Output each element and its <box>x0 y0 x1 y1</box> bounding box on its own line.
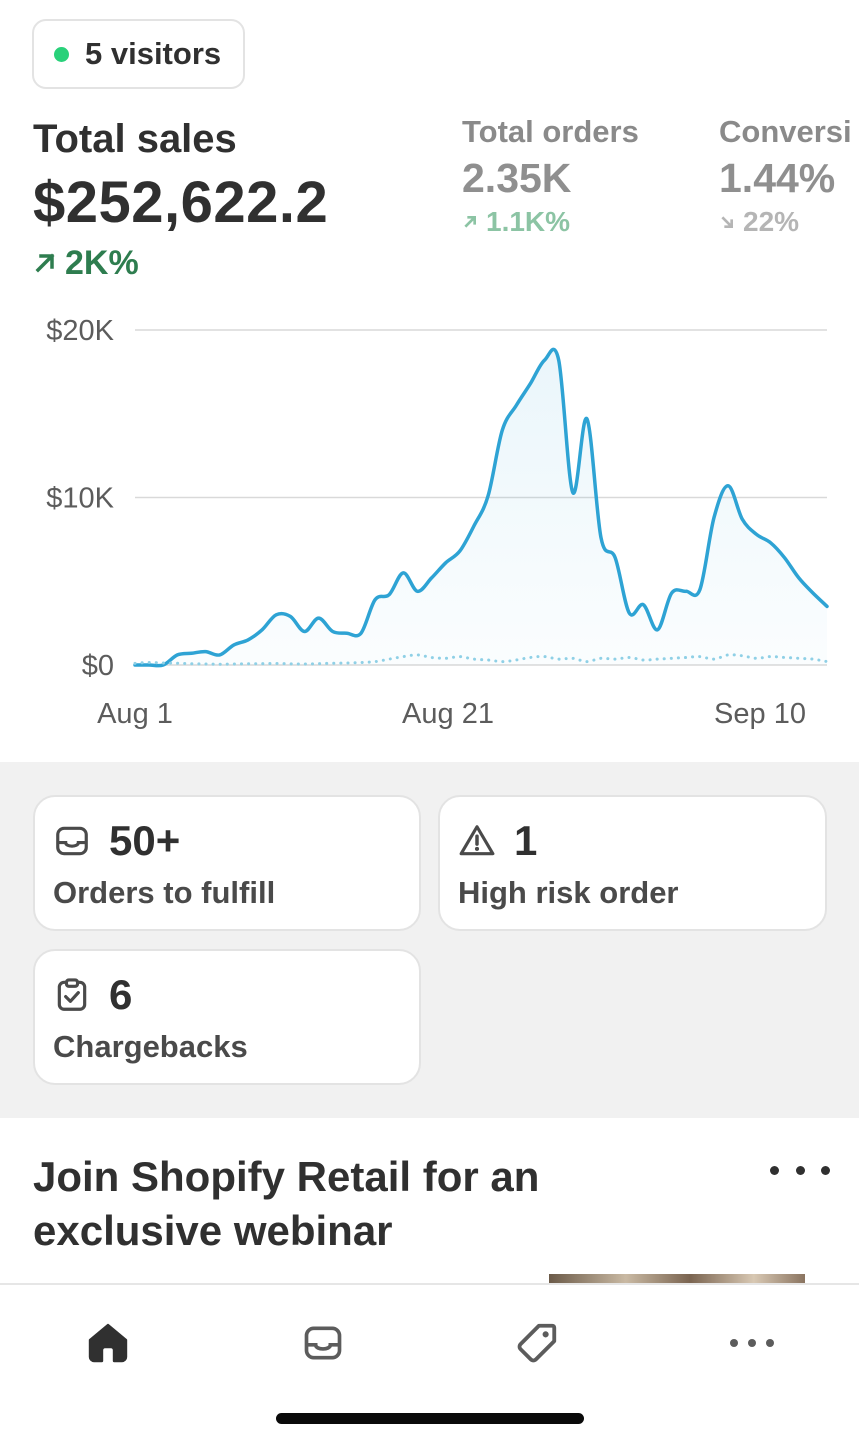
card-count: 1 <box>514 817 538 864</box>
metric-delta: 1.1K% <box>462 204 639 240</box>
metric-conversion[interactable]: Conversi 1.44% 22% <box>719 112 852 240</box>
clipboard-check-icon <box>57 978 87 1011</box>
metric-label: Total sales <box>33 117 237 161</box>
sales-chart[interactable]: $20K $10K $0 Aug 1 Aug 21 Sep 10 <box>0 310 859 750</box>
card-label: High risk order <box>458 875 679 910</box>
metric-total-sales[interactable]: Total sales $252,622.2 2K% <box>33 112 328 286</box>
metric-delta-value: 2K% <box>65 244 139 282</box>
series-area <box>135 349 827 666</box>
high-risk-order-card[interactable]: 1 High risk order <box>438 795 827 931</box>
x-tick-label: Sep 10 <box>714 698 806 730</box>
card-label: Orders to fulfill <box>53 875 276 910</box>
inbox-icon <box>304 1326 342 1360</box>
tab-home[interactable] <box>78 1313 138 1373</box>
sales-series-line <box>133 347 829 668</box>
metric-value: 1.44% <box>719 155 836 201</box>
more-dot <box>748 1339 756 1347</box>
metric-label: Total orders <box>462 114 639 149</box>
live-status-dot <box>54 46 69 62</box>
metric-total-orders[interactable]: Total orders 2.35K 1.1K% <box>462 112 639 240</box>
home-icon <box>88 1323 128 1363</box>
sales-chart-svg: $20K $10K $0 Aug 1 Aug 21 Sep 10 <box>46 315 829 730</box>
more-dot <box>795 1165 805 1175</box>
promo-title: Join Shopify Retail for an exclusive web… <box>33 1153 540 1254</box>
tag-icon <box>517 1323 557 1363</box>
arrow-down-right-icon <box>721 216 733 228</box>
metric-value: $252,622.2 <box>33 170 329 235</box>
card-label: Chargebacks <box>53 1029 248 1064</box>
tab-products[interactable] <box>507 1313 567 1373</box>
visitors-count: 5 visitors <box>85 36 222 71</box>
inbox-icon <box>56 826 88 856</box>
arrow-up-right-icon <box>464 216 476 228</box>
live-visitors-badge[interactable]: 5 visitors <box>32 19 245 89</box>
more-dot <box>730 1339 738 1347</box>
comparison-series-line <box>133 653 829 666</box>
y-tick-label: $20K <box>46 315 114 347</box>
metric-delta: 22% <box>719 204 852 240</box>
y-tick-label: $0 <box>82 650 114 682</box>
more-dot <box>770 1165 779 1175</box>
promo-more-options-button[interactable] <box>770 1150 830 1190</box>
metric-delta-value: 22% <box>743 206 800 237</box>
orders-to-fulfill-card[interactable]: 50+ Orders to fulfill <box>33 795 421 931</box>
more-dot <box>821 1165 830 1175</box>
card-count: 6 <box>109 971 133 1018</box>
arrow-up-right-icon <box>35 253 55 273</box>
more-dot <box>766 1339 774 1347</box>
tab-more[interactable] <box>722 1313 782 1373</box>
x-tick-label: Aug 21 <box>402 698 494 730</box>
metric-delta: 2K% <box>33 240 328 286</box>
promo-image <box>549 1274 805 1284</box>
metric-delta-value: 1.1K% <box>486 206 571 237</box>
warning-icon <box>459 825 495 856</box>
y-tick-label: $10K <box>46 483 114 515</box>
x-tick-label: Aug 1 <box>97 698 173 730</box>
more-icon <box>730 1339 774 1347</box>
metric-value: 2.35K <box>462 155 572 201</box>
card-count: 50+ <box>109 817 181 864</box>
metric-label: Conversi <box>719 114 852 149</box>
tab-orders[interactable] <box>293 1313 353 1373</box>
chargebacks-card[interactable]: 6 Chargebacks <box>33 949 421 1085</box>
home-indicator <box>276 1413 584 1424</box>
